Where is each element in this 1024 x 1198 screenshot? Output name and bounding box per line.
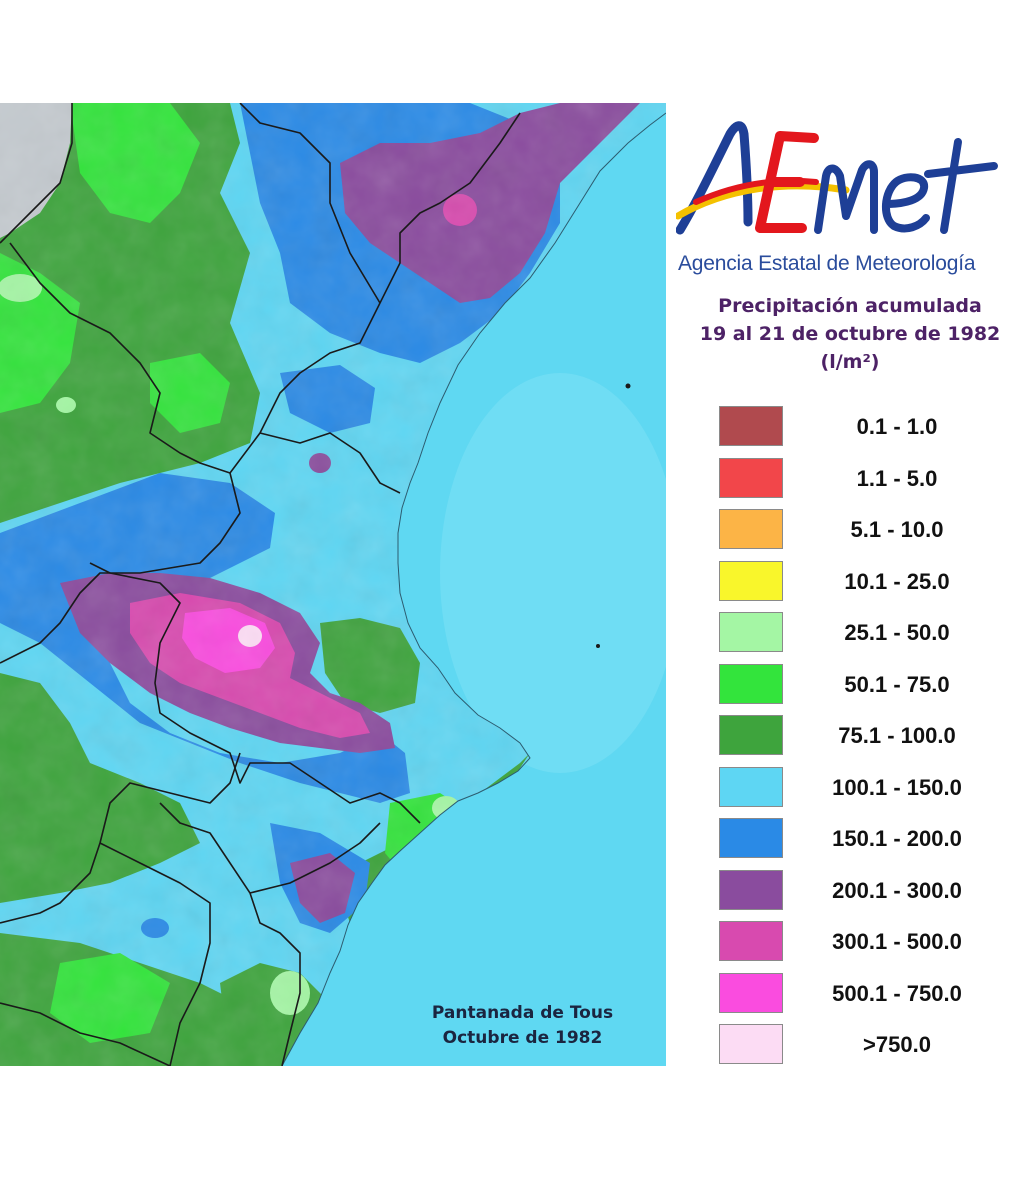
title-unit: (l/m²) [820,351,880,373]
map-caption: Pantanada de Tous Octubre de 1982 [400,1001,645,1051]
provincial-borders [0,103,521,1066]
legend-item: 5.1 - 10.0 [719,509,1009,561]
border-line [0,752,241,924]
map-title: Precipitación acumulada 19 al 21 de octu… [680,292,1020,376]
border-line [9,242,231,474]
legend-item: 1.1 - 5.0 [719,457,1009,510]
legend-item: 150.1 - 200.0 [719,818,1009,870]
sea-gradient-patch [440,373,666,773]
title-line-2: 19 al 21 de octubre de 1982 [699,323,1001,345]
legend-swatch [719,612,783,652]
border-line [249,822,381,894]
legend-label: 50.1 - 75.0 [844,671,950,697]
legend-label: 75.1 - 100.0 [838,723,956,748]
logo-letter-a [676,121,753,235]
logo-letter-e [755,131,819,233]
border-line [0,472,241,664]
legend-swatch [719,1024,783,1064]
title-line-1: Precipitación acumulada [718,295,982,317]
legend-swatch [719,972,783,1013]
legend-label: 500.1 - 750.0 [832,980,962,1006]
logo-letter-e-small [882,173,930,233]
island [625,383,631,389]
legend-swatch [719,818,783,858]
caption-line-2: Octubre de 1982 [442,1028,603,1048]
logo-letter-t [924,138,998,234]
legend-swatch [719,715,783,755]
island [596,644,600,648]
aemet-logo-mark [676,121,998,235]
legend-label: >750.0 [863,1032,931,1057]
legend-label: 200.1 - 300.0 [832,877,962,903]
legend-item: 0.1 - 1.0 [719,406,1009,458]
legend-item: 10.1 - 25.0 [719,560,1009,613]
legend-item: >750.0 [719,1024,1009,1076]
agency-name: Agencia Estatal de Meteorología [678,252,976,275]
precipitation-map: Pantanada de Tous Octubre de 1982 [0,103,666,1066]
legend-label: 150.1 - 200.0 [832,826,962,851]
caption-line-1: Pantanada de Tous [431,1003,614,1023]
legend-swatch [719,406,783,446]
legend-label: 5.1 - 10.0 [850,517,944,542]
logo-letter-m [814,160,878,234]
border-line [0,1002,171,1066]
border-line [229,112,521,474]
legend: 0.1 - 1.0 1.1 - 5.0 5.1 - 10.0 10.1 - 25.0 2… [719,406,1009,1076]
legend-item: 25.1 - 50.0 [719,612,1009,664]
coastline [281,112,666,1066]
aemet-logo: Agencia Estatal de Meteorología [676,118,1016,288]
legend-label: 0.1 - 1.0 [856,414,938,439]
border-line [159,802,301,1066]
legend-item: 75.1 - 100.0 [719,715,1009,767]
border-line [259,432,401,494]
legend-swatch [719,766,783,807]
legend-swatch [719,509,783,549]
legend-item: 50.1 - 75.0 [719,663,1009,716]
border-line [99,842,211,1066]
legend-swatch [719,560,783,601]
legend-swatch [719,869,783,910]
legend-label: 100.1 - 150.0 [832,774,962,800]
legend-item: 300.1 - 500.0 [719,921,1009,973]
legend-item: 500.1 - 750.0 [719,972,1009,1025]
legend-label: 300.1 - 500.0 [832,929,962,954]
border-line [89,562,421,824]
legend-swatch [719,663,783,704]
map-svg [0,103,666,1066]
legend-item: 100.1 - 150.0 [719,766,1009,819]
legend-swatch [719,921,783,961]
legend-label: 1.1 - 5.0 [856,465,938,491]
legend-label: 25.1 - 50.0 [844,620,950,645]
legend-item: 200.1 - 300.0 [719,869,1009,922]
border-line [239,103,381,304]
border-line [0,103,73,244]
legend-swatch [719,457,783,498]
legend-label: 10.1 - 25.0 [844,568,950,594]
